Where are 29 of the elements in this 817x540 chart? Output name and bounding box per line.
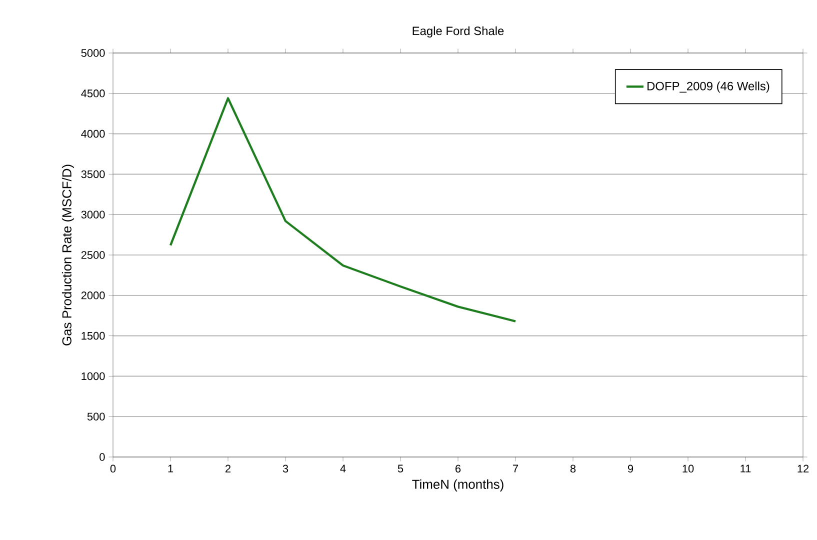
- y-tick-label: 2500: [81, 251, 105, 259]
- x-tick-label: 12: [798, 464, 809, 472]
- x-tick-label: 8: [570, 464, 576, 473]
- y-tick-label: 3000: [81, 210, 105, 218]
- x-tick-label: 7: [513, 464, 518, 472]
- line-series: [169, 97, 517, 322]
- y-tick-label: 500: [87, 412, 105, 420]
- x-tick-label: 5: [398, 464, 404, 472]
- x-tick-label: 2: [226, 464, 230, 472]
- y-tick-label: 5000: [81, 49, 105, 57]
- x-tick-label: 0: [110, 464, 116, 473]
- y-tick-label: 2000: [81, 292, 105, 300]
- y-tick-label: 1000: [82, 372, 105, 380]
- y-axis-title: Gas Production Rate (MSCF/D): [62, 164, 74, 346]
- chart-title: Eagle Ford Shale: [412, 26, 504, 38]
- x-tick-label: 11: [740, 464, 751, 472]
- y-tick-label: 4500: [81, 90, 105, 98]
- y-tick-label: 4000: [81, 130, 105, 138]
- x-tick-label: 3: [282, 464, 288, 473]
- x-tick-label: 10: [682, 464, 694, 473]
- x-tick-label: 9: [628, 464, 634, 473]
- y-tick-label: 3500: [81, 170, 105, 178]
- legend-label: DOFP_2009 (46 Wells): [648, 82, 770, 93]
- y-tick-label: 1500: [82, 332, 105, 340]
- x-tick-label: 6: [456, 464, 461, 473]
- x-axis-title: TimeN (months): [412, 479, 504, 492]
- y-tick-label: 0: [100, 453, 105, 461]
- x-tick-label: 4: [340, 464, 346, 472]
- x-tick-label: 1: [168, 464, 174, 472]
